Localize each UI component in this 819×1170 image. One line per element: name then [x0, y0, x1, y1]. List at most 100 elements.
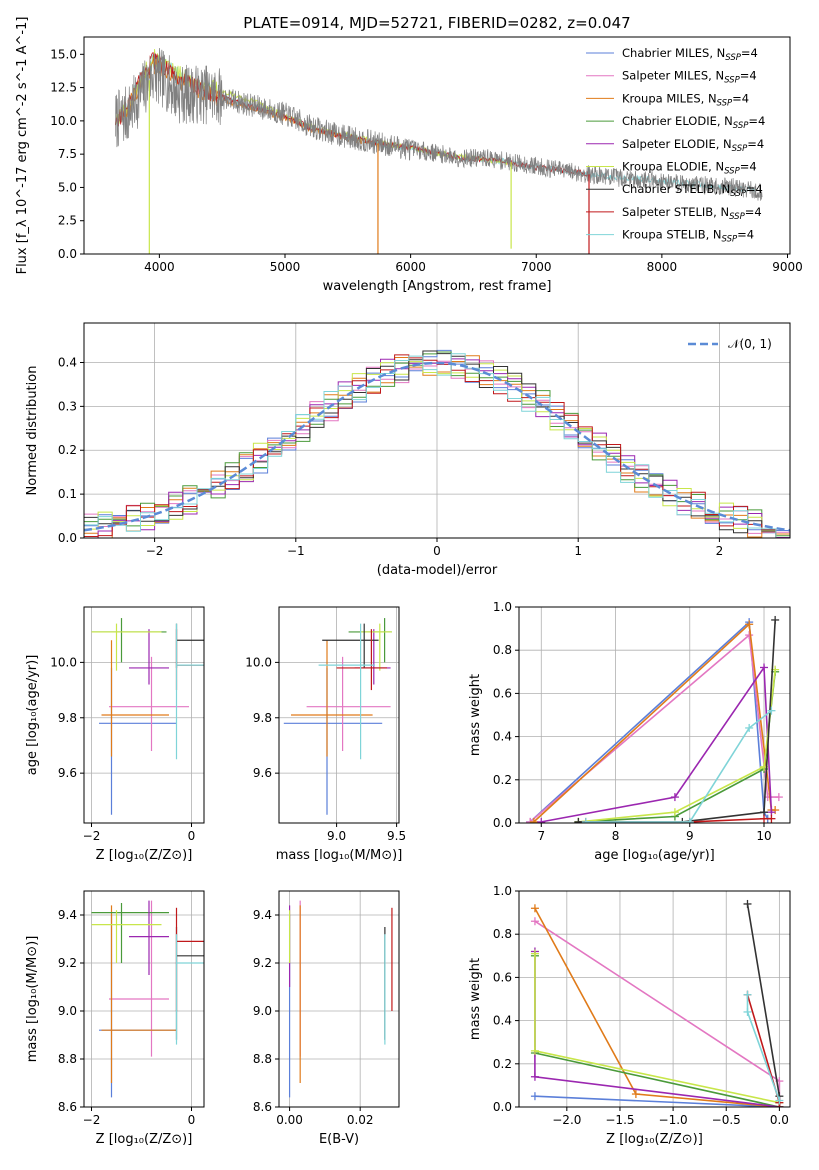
normal-reference-curve: [84, 361, 790, 532]
legend-label: Salpeter ELODIE, NSSP=4: [622, 137, 764, 154]
errorbar-point: [306, 656, 391, 751]
errorbar-point: [99, 915, 177, 1098]
y-tick-label: 9.0: [253, 1004, 272, 1018]
y-tick-label: 0.1: [58, 487, 77, 501]
panel-residuals: −2 −1 0 1 2 0.0 0.1 0.2 0.3 0.4 (data-model)/error…: [25, 322, 791, 578]
errorbar-point: [283, 667, 383, 815]
x-tick-label: 1: [574, 544, 582, 558]
x-axis-label: Z [log₁₀(Z/Z⊙)]: [606, 1132, 703, 1147]
x-tick-label: 0.02: [347, 1113, 374, 1127]
y-tick-label: 9.0: [58, 1004, 77, 1018]
x-tick-label: 9000: [772, 260, 803, 274]
legend-label: Chabrier ELODIE, NSSP=4: [622, 114, 765, 131]
axes-frame: [278, 606, 400, 824]
errorbar-point: [318, 623, 375, 760]
y-tick-label: 9.8: [58, 711, 77, 725]
y-tick-label: 0.2: [493, 773, 512, 787]
weight-series-line: [534, 1095, 780, 1107]
x-tick-label: 9.0: [327, 829, 346, 843]
weight-marker: [760, 663, 769, 672]
errorbar-point: [175, 907, 204, 1011]
weight-marker: [537, 817, 546, 823]
x-tick-label: −2.0: [552, 1113, 581, 1127]
x-tick-label: −1.5: [605, 1113, 634, 1127]
y-tick-label: 9.6: [58, 766, 77, 780]
axes-frame: [518, 606, 791, 824]
y-axis-label: mass [log₁₀(M/M⊙)]: [25, 936, 40, 1063]
x-tick-label: 0.0: [770, 1113, 789, 1127]
x-tick-label: 4000: [144, 260, 175, 274]
y-tick-label: 0.4: [493, 1014, 512, 1028]
x-tick-label: 0.00: [276, 1113, 303, 1127]
weight-marker: [745, 620, 754, 629]
panel-mass_vs_Z: −2 0 8.6 8.8 9.0 9.2 9.4 Z [log₁₀(Z/Z⊙)] mass [l…: [25, 890, 205, 1147]
weight-series-line: [534, 955, 780, 1107]
x-tick-label: 7000: [521, 260, 552, 274]
errorbar-point: [360, 623, 392, 671]
x-tick-label: 5000: [270, 260, 301, 274]
plot-area-age_vs_Z: [91, 618, 204, 815]
weight-marker: [530, 904, 539, 913]
x-axis-label: E(B-V): [319, 1132, 359, 1147]
weight-marker: [574, 817, 583, 823]
x-axis-label: Z [log₁₀(Z/Z⊙)]: [96, 848, 193, 863]
y-tick-label: 7.5: [58, 147, 77, 161]
weight-marker: [530, 1092, 539, 1101]
weight-marker: [743, 990, 752, 999]
weight-marker: [775, 1096, 784, 1105]
weight-marker: [670, 793, 679, 802]
panel-age_vs_Z: −2 0 9.6 9.8 10.0 Z [log₁₀(Z/Z⊙)] age [log₁₀(a…: [25, 606, 205, 863]
y-tick-label: 9.4: [253, 908, 272, 922]
y-tick-label: 0.2: [493, 1057, 512, 1071]
weight-series-line: [529, 620, 769, 823]
y-tick-label: 0.0: [58, 531, 77, 545]
y-tick-label: 10.0: [245, 655, 272, 669]
y-tick-label: 15.0: [50, 47, 77, 61]
x-tick-label: 0: [188, 1113, 196, 1127]
y-tick-label: 8.6: [253, 1100, 272, 1114]
y-tick-label: 9.2: [58, 956, 77, 970]
x-tick-label: −2: [83, 829, 101, 843]
x-tick-label: 8000: [647, 260, 678, 274]
legend-label: Kroupa ELODIE, NSSP=4: [622, 160, 757, 177]
y-axis-label: age [log₁₀(age/yr)]: [25, 655, 40, 776]
errorbar-point: [109, 656, 189, 751]
panel-weight_vs_age: 7 8 9 10 0.0 0.2 0.4 0.6 0.8 1.0 age [log₁₀(age/yr…: [468, 600, 791, 863]
legend-label: 𝒩(0, 1): [728, 337, 772, 351]
errorbar-point: [101, 640, 169, 757]
y-axis-label: mass weight: [468, 674, 483, 756]
y-tick-label: 5.0: [58, 180, 77, 194]
axes-frame: [83, 890, 205, 1108]
legend-label: Kroupa STELIB, NSSP=4: [622, 228, 754, 245]
errorbar-point: [129, 900, 169, 975]
x-tick-label: 2: [716, 544, 724, 558]
x-tick-label: 9: [686, 829, 694, 843]
weight-marker: [745, 631, 754, 640]
x-tick-label: −2: [83, 1113, 101, 1127]
y-tick-label: 2.5: [58, 214, 77, 228]
weight-marker: [685, 817, 694, 823]
y-tick-label: 0.4: [58, 355, 77, 369]
panel-spectrum: 4000 5000 6000 7000 8000 9000 0.0 2.5 5.0 7.5 10.0…: [15, 17, 803, 294]
x-axis-label: mass [log₁₀(M/M⊙)]: [276, 848, 403, 863]
plot-area-age_vs_mass: [283, 618, 392, 815]
weight-marker: [530, 917, 539, 926]
weight-marker: [529, 817, 538, 823]
errorbar-point: [99, 667, 177, 815]
y-tick-label: 0.8: [493, 643, 512, 657]
weight-marker: [743, 899, 752, 908]
plot-area-weight_vs_age: [526, 615, 783, 823]
axes-frame: [83, 606, 205, 824]
errorbar-point: [91, 618, 167, 663]
y-tick-label: 0.4: [493, 730, 512, 744]
y-tick-label: 8.8: [253, 1052, 272, 1066]
weight-marker: [774, 793, 783, 802]
legend-label: Chabrier STELIB, NSSP=4: [622, 182, 763, 199]
x-tick-label: −0.5: [712, 1113, 741, 1127]
y-tick-label: 0.2: [58, 443, 77, 457]
y-tick-label: 0.0: [493, 816, 512, 830]
weight-marker: [530, 949, 539, 958]
weight-series-line: [578, 669, 776, 823]
panel-age_vs_mass: 9.0 9.5 9.6 9.8 10.0 mass [log₁₀(M/M⊙)]: [245, 606, 406, 863]
